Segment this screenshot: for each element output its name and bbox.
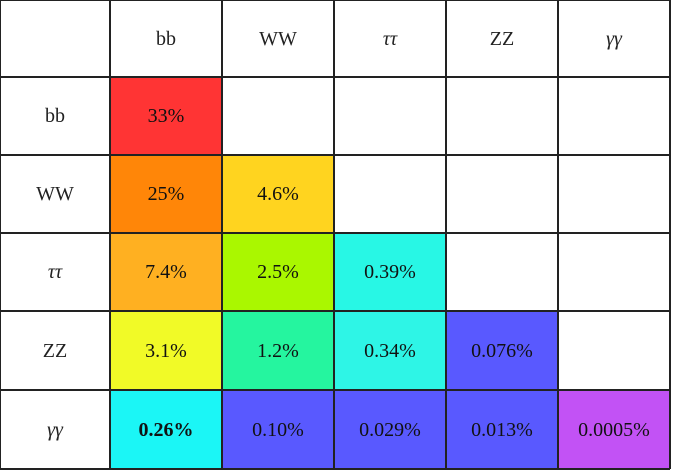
heatmap-cell: 0.39% <box>334 233 446 311</box>
column-label: WW <box>259 27 297 50</box>
heatmap-cell: 0.029% <box>334 390 446 469</box>
heatmap-cell: 4.6% <box>222 155 334 233</box>
heatmap-cell: 2.5% <box>222 233 334 311</box>
grid-line-horizontal <box>0 310 670 312</box>
heatmap-cell: 0.0005% <box>558 390 670 469</box>
grid-line-horizontal <box>0 0 670 1</box>
row-label: WW <box>36 183 74 205</box>
heatmap-cell: 0.076% <box>446 311 558 390</box>
heatmap-cell: 0.34% <box>334 311 446 390</box>
heatmap-cell: 25% <box>110 155 222 233</box>
row-label: bb <box>45 105 65 127</box>
grid-line-vertical <box>445 0 447 469</box>
heatmap-cell: 3.1% <box>110 311 222 390</box>
heatmap-cell: 33% <box>110 77 222 155</box>
row-label: γγ <box>47 418 63 441</box>
grid-line-horizontal <box>0 232 670 234</box>
grid-line-vertical <box>669 0 671 469</box>
grid-line-vertical <box>109 0 111 469</box>
grid-line-horizontal <box>0 154 670 156</box>
column-label: ττ <box>382 27 398 50</box>
grid-line-vertical <box>333 0 335 469</box>
grid-line-horizontal <box>0 468 670 470</box>
column-label: ZZ <box>489 27 515 50</box>
column-label: γγ <box>606 27 622 50</box>
row-label: ZZ <box>42 339 68 362</box>
grid-line-horizontal <box>0 389 670 391</box>
heatmap-cell: 0.26% <box>110 390 222 469</box>
heatmap-cell: 0.10% <box>222 390 334 469</box>
row-label: ττ <box>47 261 63 283</box>
heatmap-cell: 0.013% <box>446 390 558 469</box>
grid-line-vertical <box>221 0 223 469</box>
grid-line-vertical <box>557 0 559 469</box>
heatmap-cell: 1.2% <box>222 311 334 390</box>
heatmap-cell: 7.4% <box>110 233 222 311</box>
grid-line-horizontal <box>0 76 670 78</box>
column-label: bb <box>156 27 176 50</box>
grid-line-vertical <box>0 0 1 469</box>
